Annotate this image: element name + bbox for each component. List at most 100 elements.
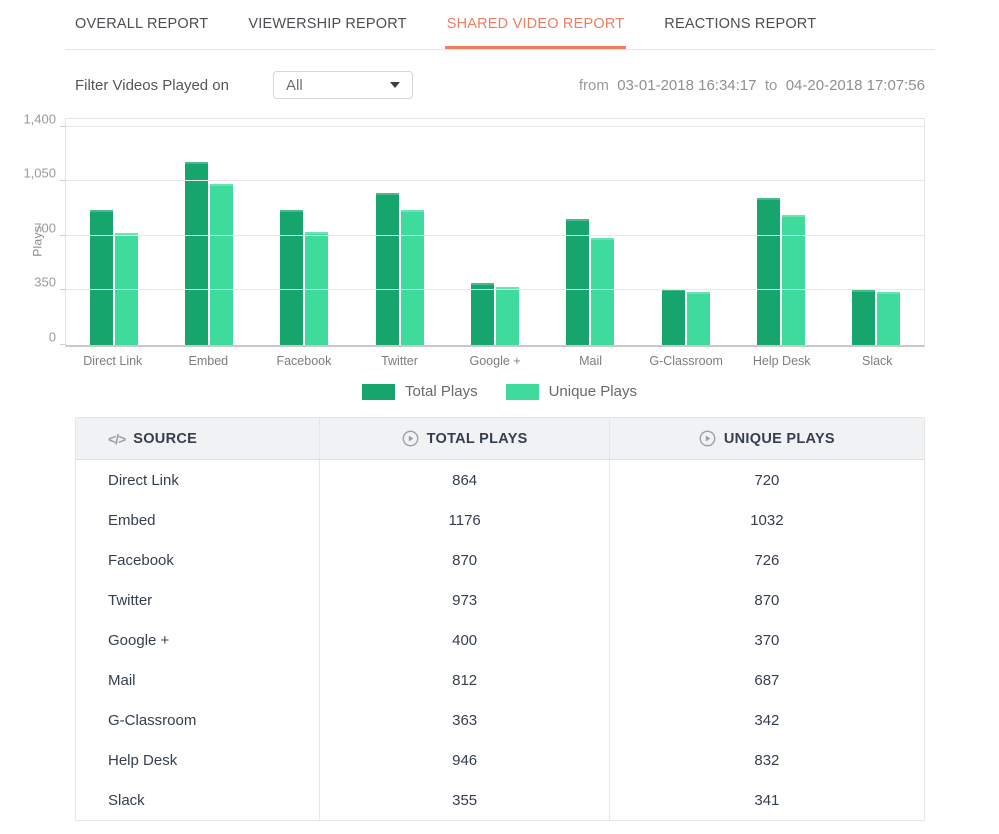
legend-swatch — [362, 383, 396, 400]
dropdown-selected-value: All — [285, 76, 303, 94]
x-axis-category-labels: Direct Link Embed Facebook Twitter Google + M… — [65, 354, 925, 368]
bars-row — [66, 119, 924, 345]
bar-total-plays[interactable] — [470, 282, 494, 345]
bar-group-help-desk — [733, 119, 828, 345]
filter-label: Filter Videos Played on — [75, 76, 229, 94]
source-name: Google + — [108, 631, 170, 649]
x-category-label: Google + — [469, 354, 521, 368]
total-plays-value: 400 — [452, 631, 478, 649]
header-cell-total-plays: TOTAL PLAYS — [320, 418, 610, 459]
bar-unique-plays[interactable] — [686, 291, 710, 345]
bar-unique-plays[interactable] — [781, 215, 805, 345]
y-tick-mark — [60, 125, 66, 127]
table-row: Google + 400 370 — [76, 620, 924, 660]
bar-unique-plays[interactable] — [591, 238, 615, 345]
x-category-label: Embed — [188, 354, 229, 368]
bar-unique-plays[interactable] — [877, 291, 901, 345]
source-name: Help Desk — [108, 751, 178, 769]
date-to-value: 04-20-2018 17:07:56 — [785, 76, 925, 94]
source-name: Direct Link — [108, 471, 179, 489]
shared-video-report-table: </> SOURCE TOTAL PLAYS UNIQUE PLAYS Dire… — [75, 417, 925, 821]
unique-plays-value: 870 — [754, 591, 780, 609]
gridline — [66, 180, 924, 182]
date-from-label: from — [578, 76, 609, 94]
bar-group-slack — [829, 119, 924, 345]
shared-video-chart-section: Plays 0 350 700 1,050 1,400 Direct Link Embed… — [0, 111, 999, 400]
total-plays-value: 1176 — [448, 511, 481, 529]
bar-chart-plot-area: 0 350 700 1,050 1,400 — [23, 111, 925, 347]
legend-label: Unique Plays — [548, 383, 637, 400]
source-name: Mail — [108, 671, 136, 689]
bar-total-plays[interactable] — [375, 193, 399, 345]
header-label-total-plays: TOTAL PLAYS — [426, 430, 528, 447]
table-row: Slack 355 341 — [76, 780, 924, 820]
bar-total-plays[interactable] — [756, 197, 780, 345]
bar-total-plays[interactable] — [184, 161, 208, 345]
unique-plays-value: 726 — [754, 551, 780, 569]
played-on-dropdown[interactable]: All — [272, 71, 413, 99]
bar-total-plays[interactable] — [566, 218, 590, 345]
total-plays-value: 812 — [452, 671, 478, 689]
bar-group-facebook — [257, 119, 352, 345]
tab-shared-video-report[interactable]: SHARED VIDEO REPORT — [444, 12, 627, 49]
play-circle-icon — [699, 430, 716, 447]
unique-plays-value: 370 — [754, 631, 780, 649]
code-icon: </> — [108, 430, 126, 447]
bar-total-plays[interactable] — [89, 210, 113, 345]
table-row: Help Desk 946 832 — [76, 740, 924, 780]
bar-unique-plays[interactable] — [209, 184, 233, 345]
tab-overall-report[interactable]: OVERALL REPORT — [73, 12, 210, 49]
gridline — [66, 125, 924, 127]
gridline — [66, 234, 924, 236]
y-tick-label: 0 — [48, 329, 56, 345]
bar-unique-plays[interactable] — [400, 209, 424, 345]
bar-unique-plays[interactable] — [114, 232, 138, 345]
x-category-label: Facebook — [276, 354, 332, 368]
x-category-label: Help Desk — [752, 354, 811, 368]
date-from-value: 03-01-2018 16:34:17 — [617, 76, 757, 94]
filter-row: Filter Videos Played on All from 03-01-2… — [75, 70, 925, 100]
chart-legend: Total Plays Unique Plays — [0, 383, 999, 400]
unique-plays-value: 720 — [754, 471, 780, 489]
tab-reactions-report[interactable]: REACTIONS REPORT — [662, 12, 818, 49]
bar-group-twitter — [352, 119, 447, 345]
y-tick-mark — [60, 234, 66, 236]
legend-swatch — [505, 383, 539, 400]
total-plays-value: 973 — [452, 591, 478, 609]
tab-viewership-report[interactable]: VIEWERSHIP REPORT — [246, 12, 408, 49]
bar-unique-plays[interactable] — [305, 231, 329, 345]
legend-label: Total Plays — [405, 383, 478, 400]
x-category-label: G-Classroom — [649, 354, 723, 368]
source-name: Twitter — [108, 591, 153, 609]
report-tabs-bar: OVERALL REPORT VIEWERSHIP REPORT SHARED … — [65, 0, 935, 50]
table-row: Embed 1176 1032 — [76, 500, 924, 540]
bar-group-g-classroom — [638, 119, 733, 345]
header-label-unique-plays: UNIQUE PLAYS — [723, 430, 835, 447]
header-cell-unique-plays: UNIQUE PLAYS — [610, 430, 924, 447]
header-label-source: SOURCE — [133, 430, 198, 447]
table-row: Facebook 870 726 — [76, 540, 924, 580]
table-header-row: </> SOURCE TOTAL PLAYS UNIQUE PLAYS — [76, 418, 924, 460]
legend-item-total-plays[interactable]: Total Plays — [362, 383, 478, 400]
bar-unique-plays[interactable] — [495, 287, 519, 345]
y-tick-label: 1,050 — [23, 165, 56, 181]
bar-group-mail — [543, 119, 638, 345]
header-cell-source: </> SOURCE — [76, 418, 321, 459]
source-name: Facebook — [108, 551, 174, 569]
y-tick-label: 700 — [34, 220, 56, 236]
total-plays-value: 864 — [452, 471, 478, 489]
bar-total-plays[interactable] — [661, 288, 685, 345]
source-name: Embed — [108, 511, 156, 529]
gridline — [66, 289, 924, 291]
total-plays-value: 355 — [452, 791, 478, 809]
x-category-label: Direct Link — [83, 354, 143, 368]
bar-total-plays[interactable] — [280, 209, 304, 345]
bar-total-plays[interactable] — [852, 289, 876, 345]
y-tick-label: 1,400 — [23, 111, 56, 127]
unique-plays-value: 687 — [754, 671, 780, 689]
source-name: G-Classroom — [108, 711, 197, 729]
total-plays-value: 870 — [452, 551, 478, 569]
legend-item-unique-plays[interactable]: Unique Plays — [505, 383, 637, 400]
bar-group-google- — [447, 119, 542, 345]
unique-plays-value: 832 — [754, 751, 780, 769]
